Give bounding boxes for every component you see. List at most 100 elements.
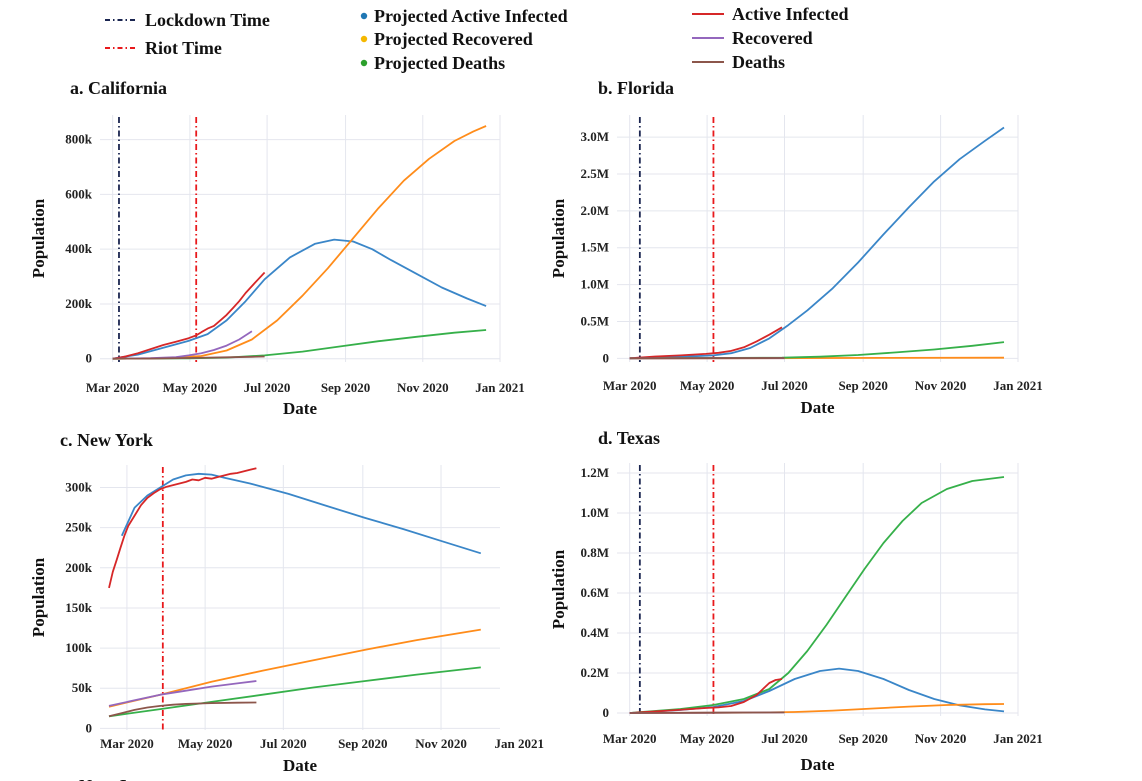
x-axis-label-a: Date <box>283 399 317 418</box>
series-line-projected-active <box>629 667 1005 714</box>
legend-label-projected-recovered: Projected Recovered <box>374 29 533 49</box>
legend-marker-projected-recovered <box>360 35 368 43</box>
chart-panel-b: b. Florida 0 0.5M 1.0M 1.5M 2.0M 2.5M 3.0M Mar 2… <box>549 78 1043 417</box>
x-tick-label: Jul 2020 <box>260 736 307 751</box>
y-axis-label-c: Population <box>29 557 48 637</box>
y-tick-label: 3.0M <box>580 129 609 144</box>
y-tick-label: 2.0M <box>580 203 609 218</box>
series-line-projected-active <box>112 238 487 360</box>
x-tick-label: Sep 2020 <box>838 378 887 393</box>
x-tick-label: Jan 2021 <box>475 380 524 395</box>
x-tick-label: Mar 2020 <box>86 380 140 395</box>
panel-name-d: Texas <box>617 428 660 448</box>
x-axis-label-c: Date <box>283 756 317 775</box>
legend-label-active-infected: Active Infected <box>732 4 848 24</box>
series-line-projected-recovered <box>112 125 487 360</box>
plot-area-d <box>629 465 1005 716</box>
x-axis-label-d: Date <box>801 755 835 774</box>
plot-area-b <box>629 117 1005 362</box>
panel-letter-c: c. <box>60 430 77 450</box>
legend-label-projected-active-infected: Projected Active Infected <box>374 6 568 26</box>
series-line-projected-deaths <box>629 341 1005 360</box>
y-tick-label: 1.0M <box>580 277 609 292</box>
series-line-recovered <box>108 680 257 707</box>
y-axis-label-d: Population <box>549 549 568 629</box>
series-line-deaths <box>629 711 785 714</box>
y-tick-label: 0.8M <box>580 545 609 560</box>
series-line-projected-deaths <box>629 476 1005 714</box>
x-tick-label: Nov 2020 <box>915 731 967 746</box>
legend-label-deaths: Deaths <box>732 52 785 72</box>
panel-title-c: c. New York <box>60 430 153 450</box>
x-tick-label: May 2020 <box>680 378 735 393</box>
y-tick-label: 0 <box>603 350 610 365</box>
y-tick-label: 0.2M <box>580 665 609 680</box>
y-axis-label-b: Population <box>549 198 568 278</box>
x-tick-label: Mar 2020 <box>603 378 657 393</box>
series-line-projected-deaths <box>108 666 481 718</box>
y-tick-label: 0.5M <box>580 313 609 328</box>
y-tick-label: 0.4M <box>580 625 609 640</box>
x-tick-label: Jan 2021 <box>993 378 1042 393</box>
chart-panel-d: d. Texas 0 0.2M 0.4M 0.6M 0.8M 1.0M 1.2M Mar 202… <box>549 428 1043 774</box>
x-tick-label: Sep 2020 <box>338 736 387 751</box>
y-tick-label: 800k <box>65 132 93 147</box>
legend-label-lockdown-time: Lockdown Time <box>145 10 270 30</box>
plot-area-c <box>108 467 482 730</box>
panel-letter-d: d. <box>598 428 617 448</box>
x-tick-label: Nov 2020 <box>415 736 467 751</box>
panel-title-b: b. Florida <box>598 78 674 98</box>
legend-label-projected-deaths: Projected Deaths <box>374 53 505 73</box>
x-tick-label: Jul 2020 <box>244 380 291 395</box>
y-tick-label: 1.0M <box>580 505 609 520</box>
y-axis-label-a: Population <box>29 198 48 278</box>
series-line-active <box>112 271 266 360</box>
x-axis-label-b: Date <box>801 398 835 417</box>
y-tick-label: 200k <box>65 296 93 311</box>
x-tick-label: Jul 2020 <box>761 731 808 746</box>
x-tick-label: Nov 2020 <box>397 380 449 395</box>
series-line-projected-recovered <box>108 628 481 708</box>
x-tick-label: May 2020 <box>680 731 735 746</box>
panel-title-a: a. California <box>70 78 167 98</box>
x-tick-label: Mar 2020 <box>603 731 657 746</box>
panel-letter-b: b. <box>598 78 617 98</box>
y-tick-label: 600k <box>65 186 93 201</box>
panel-title-d: d. Texas <box>598 428 660 448</box>
y-tick-label: 1.2M <box>580 465 609 480</box>
y-tick-label: 150k <box>65 600 93 615</box>
series-line-deaths <box>108 701 257 718</box>
x-tick-label: May 2020 <box>163 380 218 395</box>
legend-label-recovered: Recovered <box>732 28 813 48</box>
series-line-projected-active <box>120 472 482 555</box>
legend: Lockdown Time Riot Time Projected Active I… <box>105 4 848 73</box>
cutoff-panel-title: e. New Jersey <box>62 776 166 781</box>
panel-letter-a: a. <box>70 78 88 98</box>
series-line-projected-active <box>629 126 1005 360</box>
x-tick-label: Jan 2021 <box>494 736 543 751</box>
series-line-active <box>629 678 783 714</box>
y-tick-label: 200k <box>65 560 93 575</box>
y-tick-label: 100k <box>65 640 93 655</box>
legend-label-riot-time: Riot Time <box>145 38 222 58</box>
y-tick-label: 1.5M <box>580 240 609 255</box>
plot-area-a <box>112 117 487 362</box>
x-tick-label: Jan 2021 <box>993 731 1042 746</box>
y-tick-label: 0 <box>603 705 610 720</box>
panel-name-b: Florida <box>617 78 674 98</box>
legend-marker-projected-deaths <box>360 59 368 67</box>
chart-panel-c: c. New York 0 50k 100k 150k 200k 250k 300k Mar 2… <box>29 430 544 775</box>
x-tick-label: Sep 2020 <box>321 380 370 395</box>
y-tick-label: 0 <box>86 351 93 366</box>
y-tick-label: 400k <box>65 241 93 256</box>
y-tick-label: 250k <box>65 520 93 535</box>
chart-panel-a: a. California 0 200k 400k 600k 800k Mar 2020 Ma… <box>29 78 525 418</box>
x-tick-label: Nov 2020 <box>915 378 967 393</box>
y-tick-label: 300k <box>65 479 93 494</box>
series-line-deaths <box>112 355 265 360</box>
series-line-active <box>108 467 257 589</box>
x-tick-label: Sep 2020 <box>838 731 887 746</box>
x-tick-label: May 2020 <box>178 736 233 751</box>
